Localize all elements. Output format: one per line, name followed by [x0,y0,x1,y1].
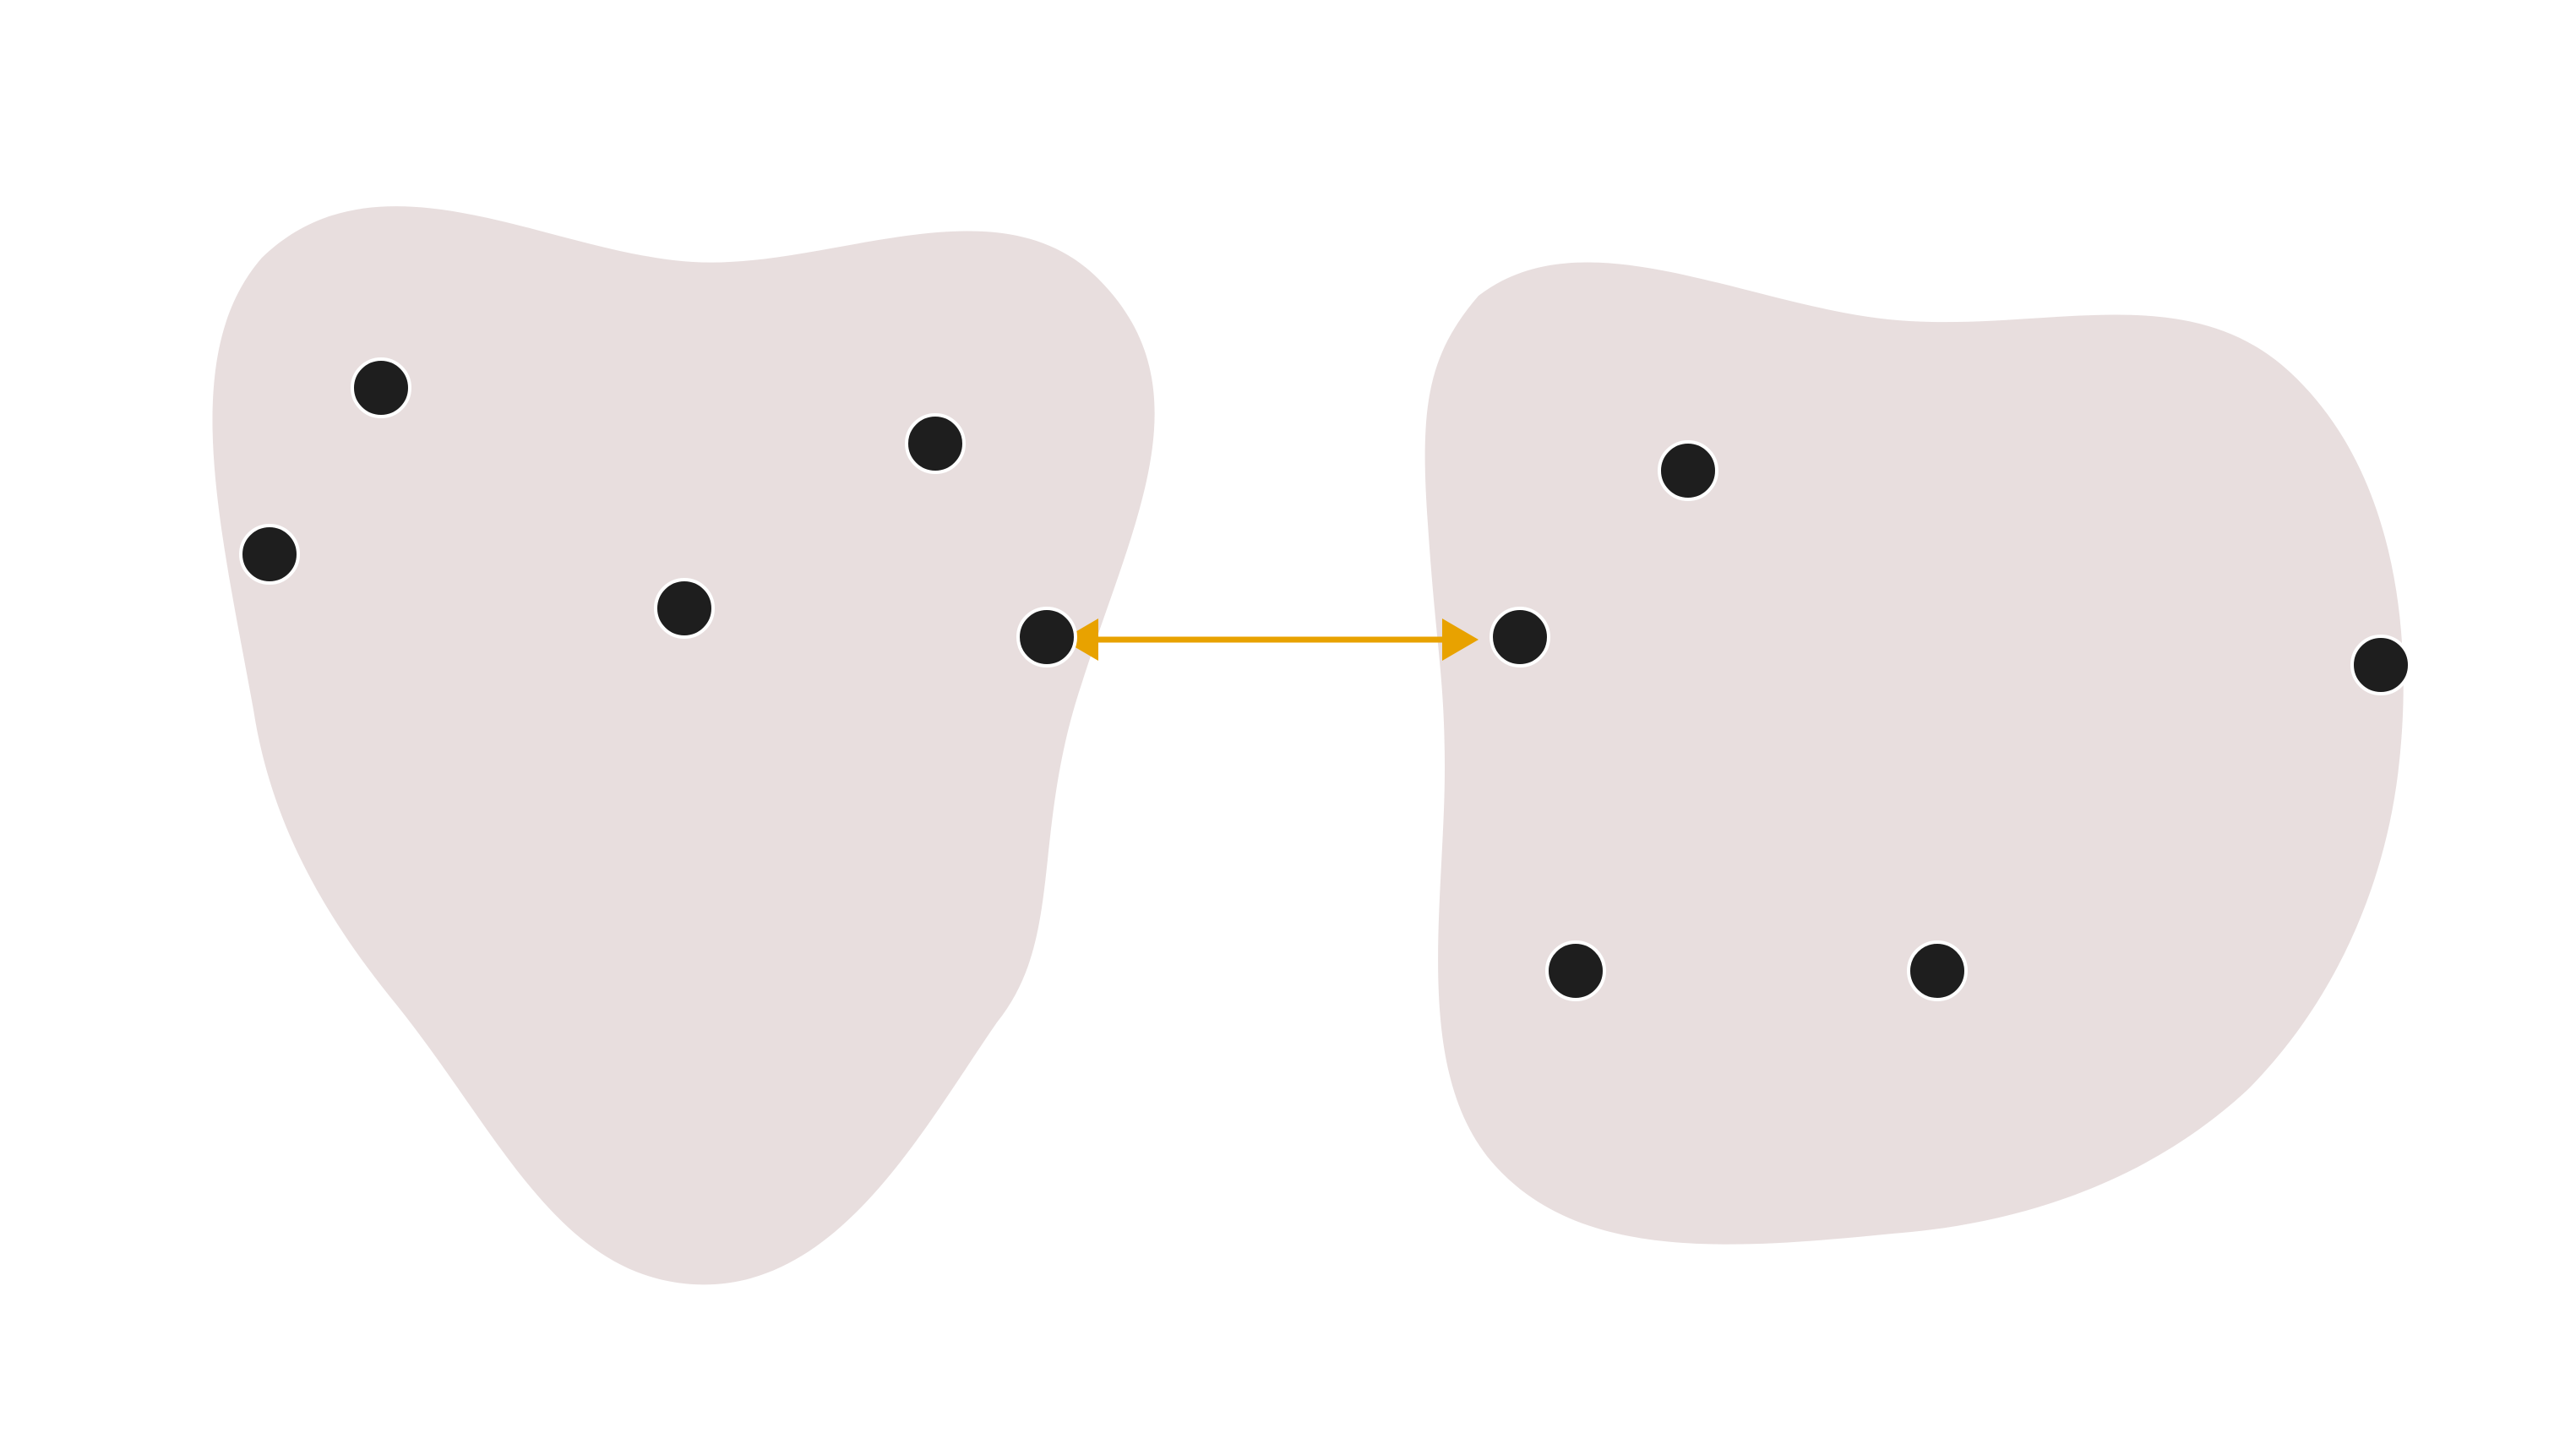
point [1016,607,1077,668]
right-cluster-region [1424,262,2404,1245]
point [1490,607,1550,668]
double-headed-arrow [1062,619,1479,661]
arrow-head-right [1442,619,1479,661]
point [905,413,966,474]
left-cluster-region [212,206,1155,1285]
point [351,357,411,418]
left-cluster-points [239,357,1077,668]
point [1658,440,1718,501]
point [239,524,300,585]
point [654,578,715,639]
point [1907,940,1968,1001]
point [2350,635,2411,695]
right-cluster-points [1490,440,2411,1001]
arrow-head-left [1062,619,1098,661]
point [1545,940,1606,1001]
